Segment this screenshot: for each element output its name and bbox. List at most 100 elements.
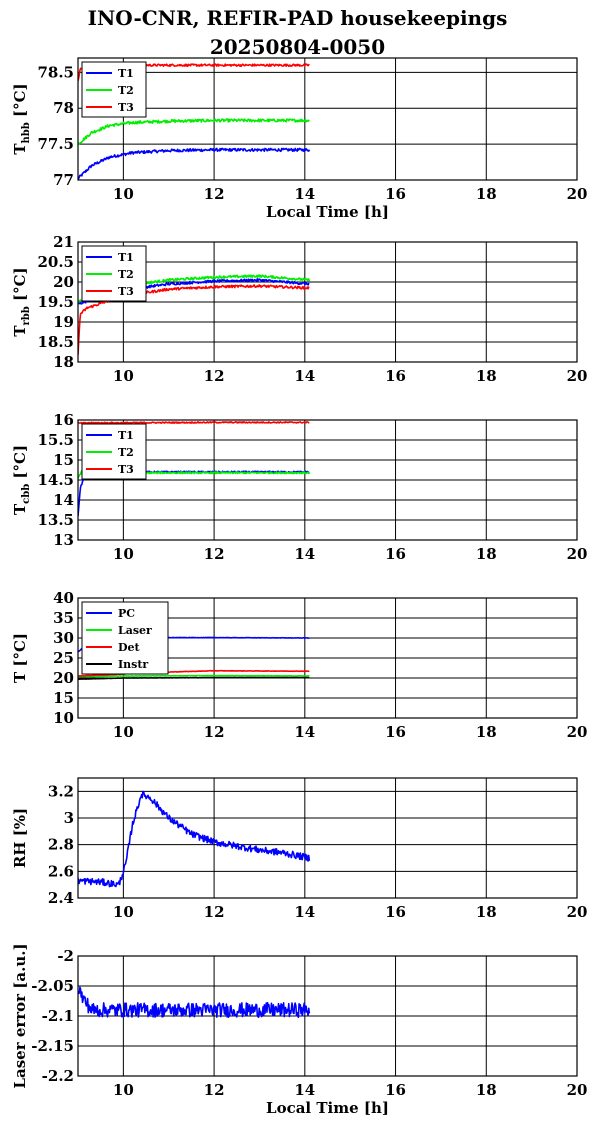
x-tick-label: 12 bbox=[204, 367, 225, 385]
y-tick-label: 15 bbox=[53, 689, 74, 707]
x-tick-label: 12 bbox=[204, 185, 225, 203]
x-tick-label: 10 bbox=[113, 367, 134, 385]
x-tick-label: 14 bbox=[294, 367, 315, 385]
y-axis-label-main: T bbox=[11, 325, 29, 337]
y-tick-label: -2.2 bbox=[42, 1067, 74, 1085]
y-tick-label: 2.4 bbox=[48, 889, 74, 907]
x-axis-label: Local Time [h] bbox=[266, 203, 389, 221]
figure-title-line1: INO-CNR, REFIR-PAD housekeepings bbox=[87, 6, 508, 30]
legend: T1 T2 T3 bbox=[81, 61, 147, 118]
series-line-data bbox=[78, 790, 311, 888]
chart-panel-3: 10 12 14 16 18 20 13 13.5 14 14.5 15 15.5 16 Tcbb [°C… bbox=[11, 411, 587, 563]
legend-label-t1: T1 bbox=[118, 251, 134, 264]
y-tick-label: 15 bbox=[53, 451, 74, 469]
y-tick-label: 19 bbox=[53, 313, 74, 331]
y-tick-label: 20 bbox=[53, 273, 74, 291]
y-axis-label-main: T [°C] bbox=[11, 633, 29, 683]
y-tick-label: 77 bbox=[53, 171, 74, 189]
legend: T1 T2 T3 bbox=[81, 423, 147, 480]
y-tick-label: -2.05 bbox=[31, 977, 74, 995]
y-tick-label: 35 bbox=[53, 609, 74, 627]
legend-label-t2: T2 bbox=[118, 84, 134, 97]
series-group bbox=[78, 790, 311, 888]
y-axis-label-unit: [°C] bbox=[11, 267, 29, 306]
x-tick-label: 10 bbox=[113, 185, 134, 203]
x-tick-label: 16 bbox=[385, 367, 406, 385]
legend: PC Laser Det Instr bbox=[81, 601, 169, 675]
x-tick-label: 18 bbox=[476, 185, 497, 203]
y-tick-label: 20 bbox=[53, 669, 74, 687]
chart-panel-5: 10 12 14 16 18 20 2.4 2.6 2.8 3 3.2 RH [%] bbox=[11, 777, 588, 921]
y-tick-label: 14 bbox=[53, 491, 74, 509]
x-tick-label: 16 bbox=[385, 903, 406, 921]
x-tick-label: 10 bbox=[113, 723, 134, 741]
y-axis-label-main: RH [%] bbox=[11, 808, 29, 868]
y-axis-label: RH [%] bbox=[11, 808, 29, 868]
y-tick-label: -2.1 bbox=[42, 1007, 74, 1025]
x-tick-label: 18 bbox=[476, 367, 497, 385]
x-tick-label: 14 bbox=[294, 545, 315, 563]
x-tick-label: 10 bbox=[113, 903, 134, 921]
plot-frame bbox=[77, 57, 578, 181]
y-axis-label-main: T bbox=[11, 143, 29, 155]
x-tick-label: 16 bbox=[385, 185, 406, 203]
legend-label-t3: T3 bbox=[118, 463, 134, 476]
legend-label-t3: T3 bbox=[118, 285, 134, 298]
x-tick-label: 18 bbox=[476, 723, 497, 741]
y-tick-label: 2.6 bbox=[48, 862, 74, 880]
y-tick-label: 78 bbox=[53, 99, 74, 117]
y-tick-label: 40 bbox=[53, 589, 74, 607]
series-line-t2 bbox=[78, 118, 310, 146]
x-tick-label: 18 bbox=[476, 903, 497, 921]
legend-label-t1: T1 bbox=[118, 67, 134, 80]
series-line-laser bbox=[78, 674, 310, 678]
y-tick-label: 20.5 bbox=[37, 253, 74, 271]
x-tick-label: 10 bbox=[113, 1081, 134, 1099]
y-tick-label: 2.8 bbox=[48, 836, 74, 854]
legend-label-pc: PC bbox=[118, 607, 135, 620]
chart-panel-2: 10 12 14 16 18 20 18 18.5 19 19.5 20 20.5 21 Trbb [°C… bbox=[11, 233, 587, 385]
y-axis-label-main: T bbox=[11, 503, 29, 515]
chart-panel-6: 10 12 14 16 18 20 -2.2 -2.15 -2.1 -2.05 -2 Local Ti… bbox=[11, 943, 587, 1117]
x-tick-label: 14 bbox=[294, 903, 315, 921]
x-tick-label: 14 bbox=[294, 1081, 315, 1099]
chart-panel-4: 10 12 14 16 18 20 10 15 20 25 30 35 40 T [°C] PC Laser D… bbox=[11, 589, 587, 741]
y-tick-label: 16 bbox=[53, 411, 74, 429]
x-tick-label: 16 bbox=[385, 1081, 406, 1099]
y-tick-label: 18.5 bbox=[37, 333, 74, 351]
y-tick-label: 13.5 bbox=[37, 511, 74, 529]
y-axis-label-unit: [°C] bbox=[11, 83, 29, 122]
x-tick-label: 18 bbox=[476, 1081, 497, 1099]
x-tick-label: 20 bbox=[567, 545, 588, 563]
x-tick-label: 12 bbox=[204, 903, 225, 921]
x-tick-label: 12 bbox=[204, 545, 225, 563]
x-tick-label: 14 bbox=[294, 185, 315, 203]
legend: T1 T2 T3 bbox=[81, 245, 147, 302]
x-tick-label: 20 bbox=[567, 185, 588, 203]
plot-frame bbox=[77, 597, 578, 719]
y-axis-label-sub: hbb bbox=[21, 122, 32, 143]
x-tick-label: 12 bbox=[204, 1081, 225, 1099]
legend-label-det: Det bbox=[118, 641, 141, 654]
x-axis-label: Local Time [h] bbox=[266, 1099, 389, 1117]
x-tick-label: 10 bbox=[113, 545, 134, 563]
plot-frame bbox=[77, 241, 578, 363]
y-tick-label: 15.5 bbox=[37, 431, 74, 449]
y-tick-label: -2 bbox=[57, 947, 74, 965]
y-tick-label: 13 bbox=[53, 531, 74, 549]
y-tick-label: 18 bbox=[53, 353, 74, 371]
chart-panel-1: 10 12 14 16 18 20 77 77.5 78 78.5 Local Time [h] Th… bbox=[11, 57, 588, 221]
figure-title-line2: 20250804-0050 bbox=[209, 35, 386, 59]
y-tick-label: -2.15 bbox=[31, 1037, 74, 1055]
y-tick-label: 3.2 bbox=[48, 782, 74, 800]
x-tick-label: 16 bbox=[385, 545, 406, 563]
series-line-t3 bbox=[78, 421, 310, 425]
y-tick-label: 30 bbox=[53, 629, 74, 647]
x-tick-label: 20 bbox=[567, 903, 588, 921]
x-tick-label: 20 bbox=[567, 723, 588, 741]
y-axis-label: Tcbb [°C] bbox=[11, 445, 32, 515]
x-tick-label: 20 bbox=[567, 367, 588, 385]
x-tick-label: 20 bbox=[567, 1081, 588, 1099]
y-tick-label: 77.5 bbox=[37, 135, 74, 153]
y-tick-label: 10 bbox=[53, 709, 74, 727]
